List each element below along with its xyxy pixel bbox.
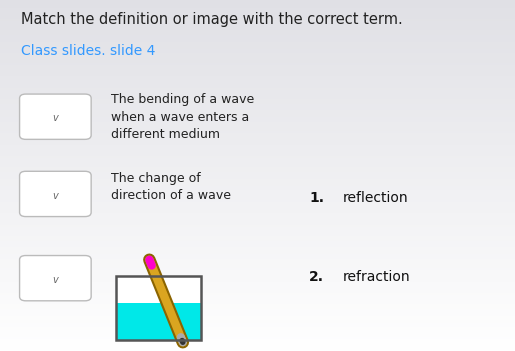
Text: 1.: 1. — [309, 191, 324, 205]
Text: v: v — [53, 191, 58, 201]
Text: 2.: 2. — [309, 270, 324, 284]
Text: The change of
direction of a wave: The change of direction of a wave — [111, 172, 231, 203]
Text: v: v — [53, 113, 58, 124]
FancyBboxPatch shape — [20, 171, 91, 217]
Text: refraction: refraction — [342, 270, 410, 284]
FancyBboxPatch shape — [20, 94, 91, 139]
Text: v: v — [53, 275, 58, 285]
Bar — [116, 303, 201, 340]
Text: Match the definition or image with the correct term.: Match the definition or image with the c… — [21, 12, 402, 27]
FancyBboxPatch shape — [20, 256, 91, 301]
Bar — [116, 276, 201, 303]
Text: Class slides. slide 4: Class slides. slide 4 — [21, 44, 155, 58]
Text: The bending of a wave
when a wave enters a
different medium: The bending of a wave when a wave enters… — [111, 93, 254, 141]
Text: reflection: reflection — [342, 191, 408, 205]
